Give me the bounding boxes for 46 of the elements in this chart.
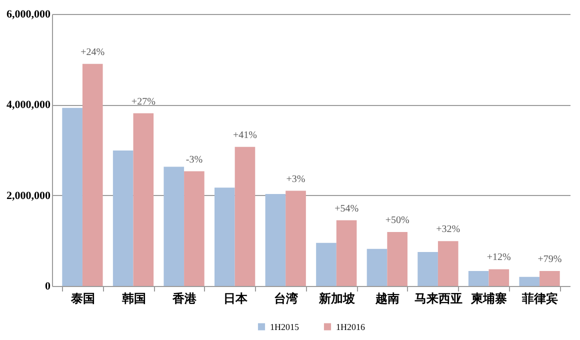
legend-label: 1H2015 [270,322,300,332]
x-tick-label: 台湾 [274,292,298,306]
bar [112,150,134,286]
annotation: +54% [334,203,359,214]
bar [214,188,235,286]
x-tick-label: 韩国 [120,292,146,306]
bar [540,271,560,286]
y-tick-label: 6,000,000 [6,8,51,20]
x-tick-label: 香港 [172,292,198,306]
bar [234,146,256,286]
annotation: +32% [436,224,460,236]
bar [82,64,103,286]
x-tick-label: 菲律宾 [521,292,558,306]
bar [366,248,388,286]
bar [265,194,286,286]
bar [336,220,357,286]
y-tick-label: 2,000,000 [6,190,51,202]
annotation: +3% [286,174,306,185]
legend-label: 1H2016 [336,322,366,332]
bar [62,108,82,286]
bar [418,252,438,286]
annotation: +41% [232,130,257,141]
annotation: +12% [486,252,511,264]
bar [468,271,489,286]
bar [286,190,306,286]
bar [316,242,336,286]
x-tick-label: 日本 [223,292,248,306]
x-tick-label: 马来西亚 [414,292,462,306]
x-tick-label: 越南 [374,292,400,306]
y-tick-label: 0 [45,280,51,292]
annotation: +50% [385,215,410,226]
annotation: -3% [186,154,203,166]
x-tick-label: 新加坡 [318,292,356,306]
bar [184,171,204,286]
bar [488,269,510,286]
x-tick-label: 泰国 [70,292,95,306]
bar [133,113,154,286]
x-tick-label: 柬埔寨 [470,292,508,306]
bar [519,276,540,286]
bar [164,166,184,286]
bar [387,232,408,286]
y-tick-label: 4,000,000 [6,99,51,112]
bar [438,241,458,286]
annotation: +79% [538,254,562,266]
annotation: +27% [131,96,156,108]
annotation: +24% [80,46,105,58]
